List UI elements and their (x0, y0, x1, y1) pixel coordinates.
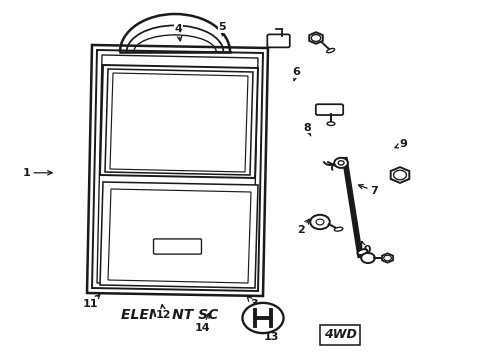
Ellipse shape (326, 122, 334, 126)
Polygon shape (381, 253, 392, 263)
FancyBboxPatch shape (153, 239, 201, 254)
Text: 1: 1 (23, 168, 52, 178)
Text: 12: 12 (156, 305, 171, 320)
Text: 14: 14 (195, 314, 210, 333)
Circle shape (311, 35, 320, 41)
Ellipse shape (326, 49, 334, 53)
Text: 8: 8 (303, 123, 310, 136)
Polygon shape (308, 32, 322, 44)
Text: 4WD: 4WD (323, 328, 356, 342)
Text: 10: 10 (356, 242, 371, 255)
Ellipse shape (334, 227, 342, 231)
FancyBboxPatch shape (315, 104, 343, 115)
Polygon shape (87, 45, 267, 296)
Circle shape (334, 158, 347, 168)
Polygon shape (92, 50, 263, 291)
Text: 5: 5 (218, 22, 226, 36)
Circle shape (338, 161, 344, 165)
Text: 9: 9 (394, 139, 407, 149)
Circle shape (361, 253, 374, 263)
Polygon shape (390, 167, 408, 183)
Text: 2: 2 (296, 219, 309, 235)
Circle shape (315, 219, 323, 225)
Circle shape (242, 303, 283, 333)
Polygon shape (100, 65, 258, 178)
Text: 4: 4 (174, 24, 182, 41)
Circle shape (309, 215, 329, 229)
Text: 11: 11 (82, 294, 100, 309)
Text: 6: 6 (291, 67, 299, 81)
Circle shape (393, 170, 406, 180)
Ellipse shape (357, 249, 366, 255)
Circle shape (383, 255, 390, 261)
Text: ELEMENT SC: ELEMENT SC (121, 308, 218, 322)
Polygon shape (105, 69, 252, 175)
Polygon shape (100, 182, 258, 288)
Text: 7: 7 (358, 184, 377, 196)
FancyBboxPatch shape (267, 35, 289, 48)
Text: 3: 3 (247, 297, 258, 309)
Text: 13: 13 (263, 329, 279, 342)
